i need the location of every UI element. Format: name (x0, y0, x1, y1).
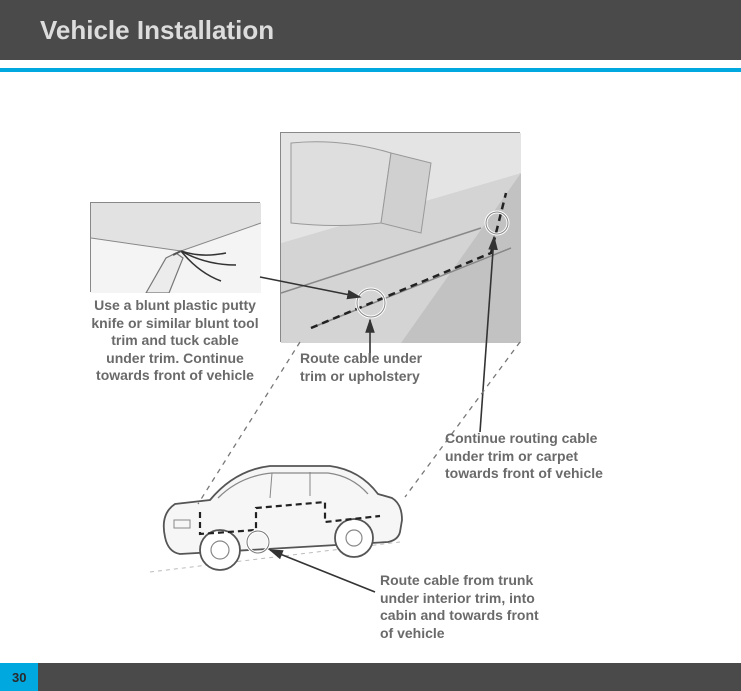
page-header: Vehicle Installation (0, 0, 741, 60)
page-title: Vehicle Installation (40, 15, 274, 46)
page-number: 30 (0, 663, 38, 691)
callout-continue-routing: Continue routing cable under trim or car… (445, 430, 665, 483)
page-footer: 30 (0, 663, 741, 691)
callout-putty-knife: Use a blunt plastic putty knife or simil… (70, 297, 280, 385)
content-area: Use a blunt plastic putty knife or simil… (0, 72, 741, 662)
callout-route-under-trim: Route cable under trim or upholstery (300, 350, 480, 385)
callout-route-from-trunk: Route cable from trunk under interior tr… (380, 572, 610, 642)
